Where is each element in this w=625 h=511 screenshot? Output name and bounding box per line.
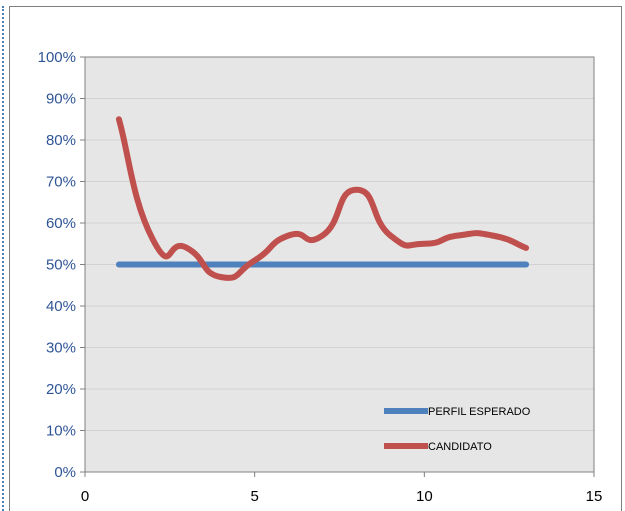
y-tick-label: 60% <box>46 215 76 232</box>
y-tick-label: 70% <box>46 174 76 191</box>
x-tick-label: 0 <box>81 488 89 505</box>
legend-label: CANDIDATO <box>428 441 492 453</box>
x-axis-ticks: 0 5 10 15 <box>81 472 603 505</box>
y-tick-label: 30% <box>46 340 76 357</box>
y-tick-label: 50% <box>46 257 76 274</box>
y-tick-label: 20% <box>46 381 76 398</box>
x-tick-label: 10 <box>416 488 433 505</box>
y-tick-label: 100% <box>38 49 76 66</box>
legend-item-candidato: CANDIDATO <box>384 441 492 453</box>
legend-label: PERFIL ESPERADO <box>428 406 531 418</box>
y-tick-label: 0% <box>54 464 76 481</box>
y-axis-ticks: 0% 10% 20% 30% 40% 50% 60% 70% 80% 90% 100% <box>38 49 85 481</box>
series-lines <box>115 116 530 281</box>
y-tick-label: 80% <box>46 132 76 149</box>
y-tick-label: 40% <box>46 298 76 315</box>
y-tick-label: 90% <box>46 91 76 108</box>
y-tick-label: 10% <box>46 423 76 440</box>
legend-item-perfil-esperado: PERFIL ESPERADO <box>384 406 531 418</box>
x-tick-label: 15 <box>586 488 603 505</box>
legend: PERFIL ESPERADO CANDIDATO <box>384 406 531 453</box>
series-line-candidato <box>115 116 530 281</box>
selection-edge <box>2 6 4 511</box>
x-tick-label: 5 <box>250 488 258 505</box>
